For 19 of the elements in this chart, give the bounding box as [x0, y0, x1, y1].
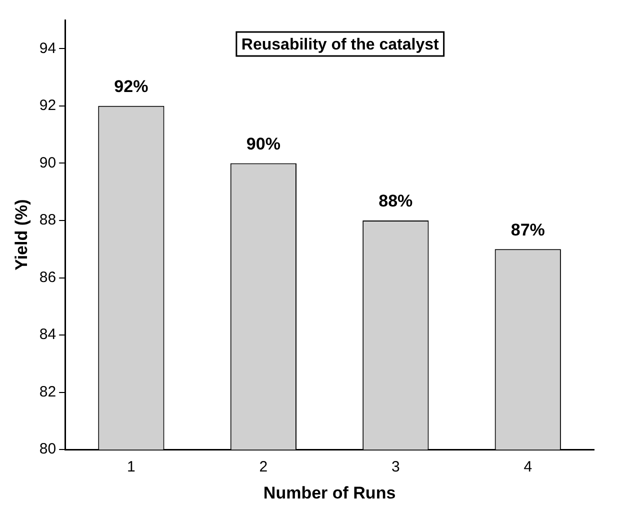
x-axis-title: Number of Runs	[263, 483, 396, 502]
y-tick-label: 82	[39, 383, 56, 400]
y-tick-label: 88	[39, 212, 56, 229]
x-tick-label: 4	[524, 458, 532, 476]
y-axis-title: Yield (%)	[12, 199, 31, 270]
x-tick-label: 3	[391, 458, 400, 476]
text: Reusability of the catalyst	[241, 36, 440, 54]
y-tick-label: 92	[39, 97, 56, 114]
data-label: 87%	[510, 220, 545, 240]
y-tick-label: 94	[39, 40, 56, 57]
data-label: 90%	[246, 134, 280, 154]
y-tick-label: 86	[39, 268, 56, 286]
x-tick-label: 1	[127, 458, 136, 476]
x-tick-label: 2	[259, 458, 268, 476]
y-tick-label: 90	[39, 154, 56, 172]
data-label: 88%	[378, 192, 413, 211]
y-tick-label: 84	[39, 326, 56, 344]
y-tick-label: 80	[39, 440, 56, 458]
data-label: 92%	[114, 77, 148, 96]
